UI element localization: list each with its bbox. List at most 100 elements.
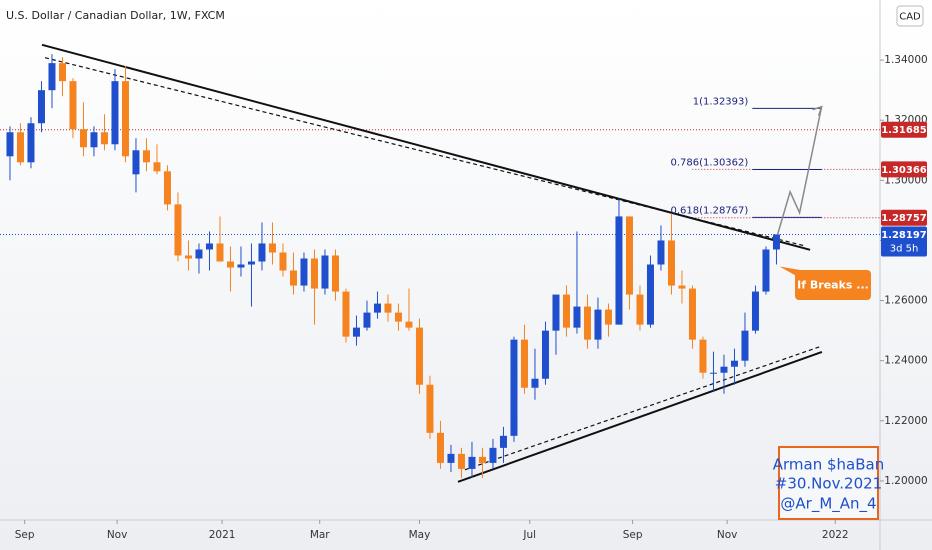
y-tick-label: 1.24000	[884, 355, 927, 367]
candle-body	[426, 384, 434, 433]
candle-body	[772, 234, 780, 250]
candle-body	[205, 243, 213, 250]
price-tag	[881, 121, 927, 138]
price-tag-label: 1.30366	[881, 165, 927, 176]
candle-body	[447, 453, 455, 463]
candle-body	[58, 63, 66, 82]
candle-body	[289, 270, 297, 286]
price-tag	[881, 209, 927, 226]
candle-body	[720, 366, 728, 373]
candle-body	[573, 306, 581, 328]
candle-body	[48, 63, 56, 91]
projection-path	[776, 106, 823, 235]
fib-label: 0.786(1.30362)	[671, 157, 749, 168]
candle-body	[16, 132, 24, 163]
x-tick-label: Mar	[310, 529, 330, 541]
candle-body	[321, 255, 329, 289]
candle-body	[153, 162, 161, 172]
currency-box[interactable]	[896, 5, 924, 27]
candle-body	[100, 132, 108, 145]
signature-box	[778, 446, 879, 520]
trend-line	[457, 351, 823, 483]
candle-body	[667, 240, 675, 286]
candle-body	[195, 249, 203, 259]
candle-body	[541, 330, 549, 379]
candle-body	[27, 123, 35, 163]
candle-body	[310, 258, 318, 289]
candle-body	[384, 303, 392, 313]
price-tag-label: 1.28757	[881, 213, 927, 224]
candle-body	[226, 261, 234, 268]
y-tick-label: 1.30000	[884, 174, 927, 186]
candle-body	[37, 90, 45, 124]
x-tick-label: Sep	[15, 529, 35, 541]
candle-body	[499, 435, 507, 448]
candle-body	[247, 261, 255, 265]
candle-body	[583, 306, 591, 340]
price-tag-label: 1.31685	[881, 125, 927, 136]
x-tick-label: Nov	[717, 529, 738, 541]
candle-body	[457, 453, 465, 469]
chart-title: U.S. Dollar / Canadian Dollar, 1W, FXCM	[6, 9, 225, 22]
plot: 1(1.32393) 0.786(1.30362) 0.618(1.28767) If…	[0, 43, 880, 483]
last-price-tag	[881, 226, 927, 257]
candle-body	[699, 339, 707, 373]
signature-line: Arman $haBan	[773, 456, 884, 474]
price-tag	[881, 161, 927, 178]
fib-label: 1(1.32393)	[693, 96, 749, 107]
candle-body	[258, 243, 266, 262]
candle-body	[79, 129, 87, 148]
candle-body	[394, 312, 402, 322]
candle-body	[604, 309, 612, 325]
signature: Arman $haBan #30.Nov.2021 @Ar_M_An_4	[773, 446, 884, 520]
candle-body	[615, 216, 623, 325]
y-tick-label: 1.26000	[884, 295, 927, 307]
candle-body	[751, 291, 759, 331]
candle-body	[352, 327, 360, 337]
candle-body	[405, 321, 413, 328]
x-tick-label: 2021	[209, 529, 236, 541]
candle-body	[657, 240, 665, 265]
signature-line: @Ar_M_An_4	[780, 495, 876, 514]
trend-line	[44, 57, 805, 247]
y-tick-label: 1.20000	[884, 475, 927, 487]
candle-body	[331, 255, 339, 292]
candle-body	[688, 288, 696, 340]
candle-body	[646, 264, 654, 325]
last-price-label: 1.28197	[881, 230, 927, 241]
candle-body	[279, 252, 287, 271]
candle-body	[552, 294, 560, 331]
y-tick-label: 1.34000	[884, 54, 927, 66]
candle-body	[237, 264, 245, 268]
x-tick-label: May	[409, 529, 431, 541]
candle-body	[478, 456, 486, 463]
candle-body	[594, 309, 602, 340]
projection-arrow	[812, 105, 823, 116]
candle-body	[730, 360, 738, 367]
candle-body	[741, 330, 749, 361]
candle-body	[90, 132, 98, 148]
candle-body	[562, 294, 570, 328]
x-tick-label: 2022	[822, 529, 849, 541]
candle-body	[625, 216, 633, 295]
y-tick-label: 1.22000	[884, 415, 927, 427]
x-tick-label: Nov	[107, 529, 128, 541]
candle-body	[268, 243, 276, 253]
x-tick-label: Sep	[623, 529, 643, 541]
signature-line: #30.Nov.2021	[775, 475, 882, 493]
trend-line	[41, 43, 811, 251]
x-tick-label: Jul	[522, 529, 536, 541]
candle-body	[489, 447, 497, 463]
candle-body	[69, 81, 77, 130]
candle-body	[163, 171, 171, 205]
candle-body	[373, 303, 381, 313]
currency: CAD	[899, 12, 921, 23]
candle-body	[678, 285, 686, 289]
candle-body	[121, 81, 129, 157]
candle-body	[468, 456, 476, 469]
candle-body	[184, 255, 192, 259]
candle-body	[531, 378, 539, 388]
